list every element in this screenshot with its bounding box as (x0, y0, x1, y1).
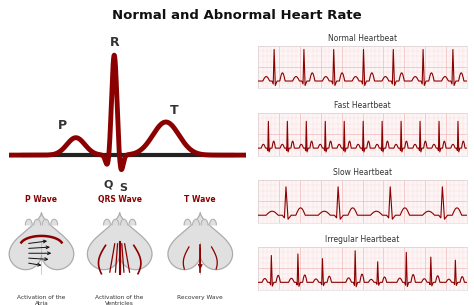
Polygon shape (192, 219, 200, 225)
Text: P Wave: P Wave (26, 195, 57, 204)
Polygon shape (210, 219, 216, 225)
Text: Irregular Heartbeat: Irregular Heartbeat (326, 235, 400, 244)
Polygon shape (51, 219, 57, 225)
Polygon shape (26, 219, 32, 225)
Polygon shape (87, 213, 152, 270)
Polygon shape (129, 219, 136, 225)
Text: Fast Heartbeat: Fast Heartbeat (334, 101, 391, 110)
Polygon shape (112, 219, 119, 225)
Text: Normal and Abnormal Heart Rate: Normal and Abnormal Heart Rate (112, 9, 362, 22)
Text: Recovery Wave: Recovery Wave (177, 295, 223, 300)
Polygon shape (120, 219, 128, 225)
Text: P: P (58, 120, 67, 132)
Text: Q: Q (103, 180, 112, 189)
Text: T: T (170, 104, 179, 117)
Text: Activation of the
Ventricles: Activation of the Ventricles (95, 295, 144, 305)
Text: T Wave: T Wave (184, 195, 216, 204)
Text: Slow Heartbeat: Slow Heartbeat (333, 168, 392, 177)
Polygon shape (168, 213, 233, 270)
Polygon shape (42, 219, 49, 225)
Text: QRS Wave: QRS Wave (98, 195, 142, 204)
Polygon shape (104, 219, 110, 225)
Polygon shape (34, 219, 41, 225)
Text: R: R (109, 36, 119, 49)
Text: Normal Heartbeat: Normal Heartbeat (328, 34, 397, 43)
Polygon shape (201, 219, 208, 225)
Text: Activation of the
Atria: Activation of the Atria (17, 295, 66, 305)
Polygon shape (184, 219, 191, 225)
Polygon shape (9, 213, 74, 270)
Text: S: S (120, 183, 128, 193)
